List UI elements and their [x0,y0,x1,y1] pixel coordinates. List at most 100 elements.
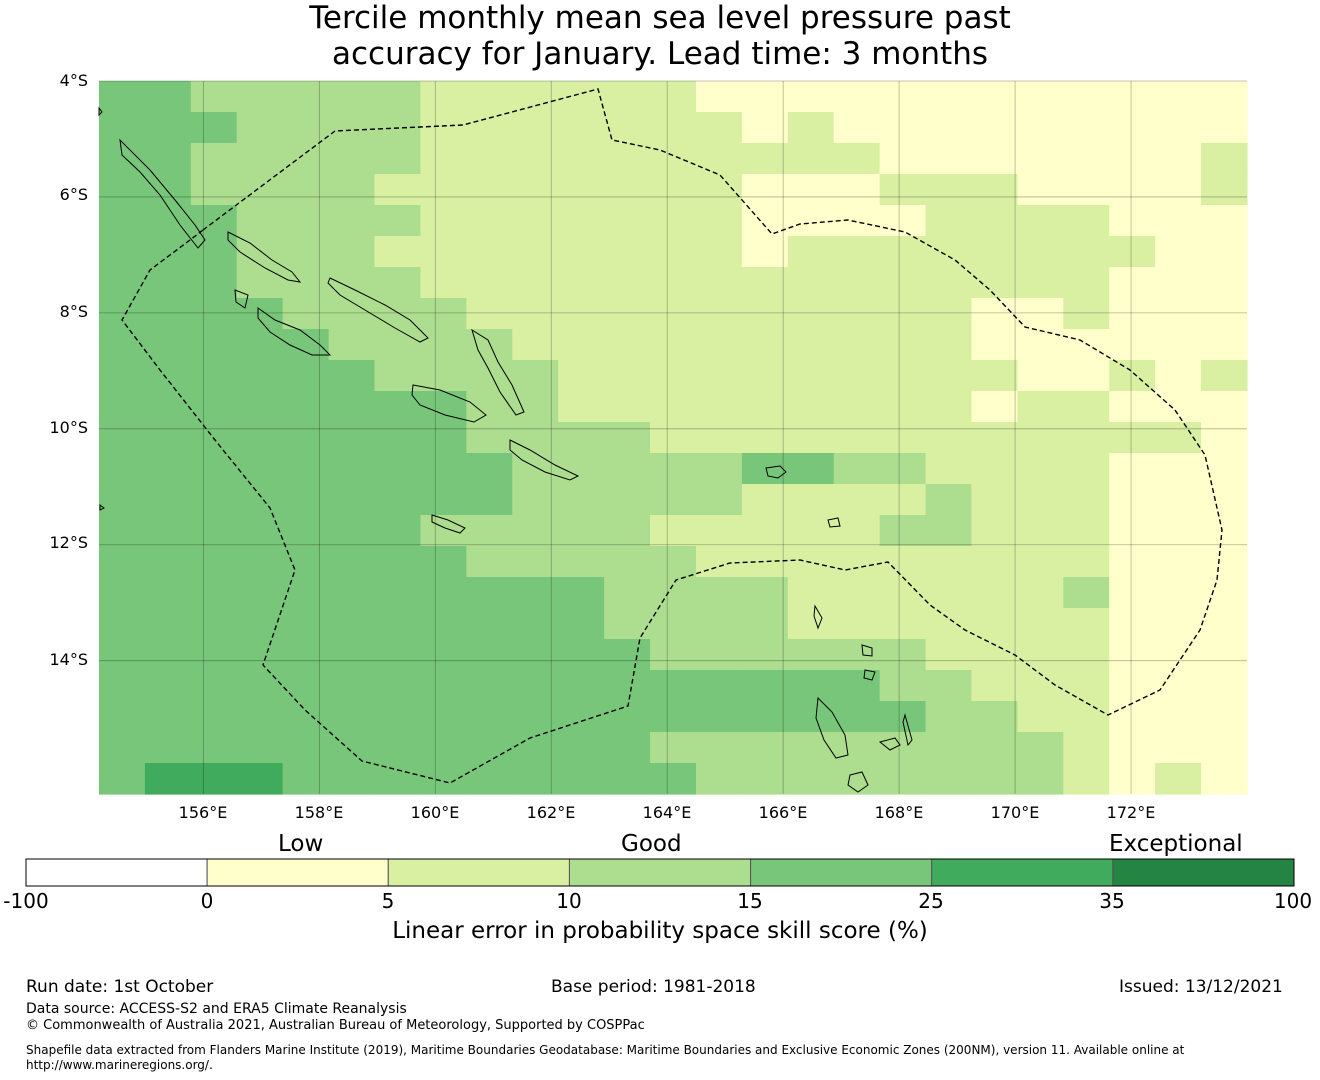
grid-cell [282,112,330,144]
grid-cell [604,205,651,237]
grid-cell [787,112,835,144]
grid-cell [374,453,422,485]
grid-cell [741,453,789,485]
grid-cell [833,732,881,764]
grid-cell [1201,484,1248,516]
grid-cell [650,236,697,268]
grid-cell [282,453,330,485]
grid-cell [558,174,605,206]
grid-cell [741,515,789,547]
grid-cell [1109,515,1156,547]
grid-cell [833,267,881,299]
grid-cell [1201,763,1248,795]
grid-cell [1063,81,1110,113]
grid-cell [650,732,697,764]
grid-cell [1155,732,1202,764]
colorbar-segment [206,858,389,887]
grid-cell [1017,515,1064,547]
grid-cell [1017,174,1064,206]
grid-cell [466,298,513,330]
grid-cell [695,608,743,640]
grid-cell [328,484,376,516]
grid-cell [1017,422,1064,454]
grid-cell [604,732,651,764]
grid-cell [420,205,467,237]
grid-cell [144,670,192,702]
grid-cell [650,81,697,113]
grid-cell [1063,701,1110,733]
grid-cell [879,453,927,485]
grid-cell [604,267,651,299]
lon-label: 166°E [758,803,808,822]
grid-cell [695,453,743,485]
grid-cell [512,515,559,547]
grid-cell [833,763,881,795]
grid-cell [144,422,192,454]
grid-cell [420,484,467,516]
grid-cell [282,391,330,423]
lon-label: 172°E [1106,803,1156,822]
grid-cell [558,143,605,175]
grid-cell [144,81,192,113]
category-exceptional-label: Exceptional [1109,831,1243,857]
grid-cell [925,515,973,547]
colorbar-tick-label: -100 [3,889,49,913]
grid-cell [1063,298,1110,330]
grid-cell [971,112,1018,144]
grid-cell [1109,577,1156,609]
grid-cell [99,329,146,361]
grid-cell [420,763,467,795]
grid-cell [604,174,651,206]
grid-cell [144,515,192,547]
grid-cell [1109,670,1156,702]
grid-cell [925,81,973,113]
shapefile-credit: Shapefile data extracted from Flanders M… [26,1043,1185,1072]
grid-cell [879,298,927,330]
grid-cell [420,422,467,454]
grid-cell [879,763,927,795]
grid-cell [879,484,927,516]
grid-cell [466,329,513,361]
grid-cell [1017,143,1064,175]
grid-cell [282,670,330,702]
grid-cell [1155,329,1202,361]
grid-cell [833,546,881,578]
grid-cell [282,732,330,764]
grid-cell [1063,174,1110,206]
grid-cell [328,205,376,237]
grid-cell [1017,81,1064,113]
grid-cell [282,422,330,454]
grid-cell [925,484,973,516]
grid-cell [420,298,467,330]
grid-cell [695,81,743,113]
grid-cell [558,329,605,361]
grid-cell [787,763,835,795]
grid-cell [1201,546,1248,578]
grid-cell [1063,205,1110,237]
grid-cell [512,391,559,423]
grid-cell [925,143,973,175]
grid-cell [512,670,559,702]
colorbar-tick-label: 100 [1273,889,1313,913]
island-malaita [471,328,525,416]
grid-cell [236,763,284,795]
grid-cell [833,577,881,609]
colorbar-border [25,858,1295,887]
grid-cell [1063,360,1110,392]
grid-cell [650,546,697,578]
grid-cell [466,360,513,392]
grid-cell [374,608,422,640]
grid-cell [650,205,697,237]
title-line-1: Tercile monthly mean sea level pressure … [309,0,1011,36]
grid-cell [1155,484,1202,516]
grid-cell [879,577,927,609]
grid-cell [190,608,238,640]
lat-label: 6°S [59,185,88,204]
grid-cell [1017,205,1064,237]
grid-cell [420,546,467,578]
grid-cell [1017,236,1064,268]
grid-cell [971,360,1018,392]
grid-cell [1017,360,1064,392]
grid-cell [99,174,146,206]
